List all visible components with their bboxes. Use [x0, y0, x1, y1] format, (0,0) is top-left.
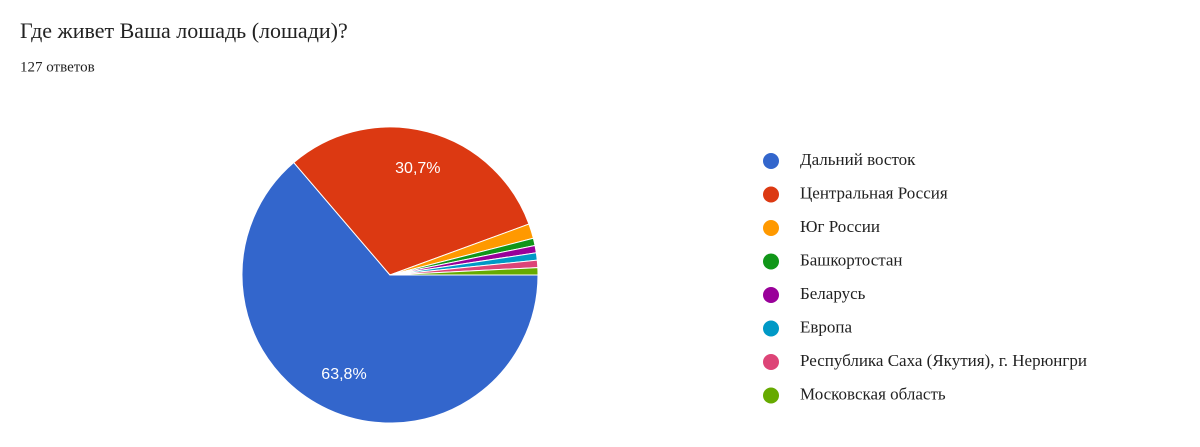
- legend-marker: [763, 320, 779, 337]
- legend-label: Башкортостан: [800, 250, 903, 269]
- legend-marker: [763, 153, 779, 169]
- legend-label: Юг России: [800, 217, 880, 236]
- pie-slice: [293, 126, 530, 276]
- legend-marker: [763, 220, 779, 236]
- legend-marker: [763, 387, 779, 404]
- legend-label: Московская область: [800, 384, 946, 403]
- legend-marker: [763, 354, 779, 370]
- chart-subtitle: 127 ответов: [20, 59, 95, 75]
- chart-title: Где живет Ваша лошадь (лошади)?: [20, 18, 348, 43]
- legend-label: Центральная Россия: [800, 183, 948, 202]
- legend-marker: [763, 287, 779, 303]
- pie-slice: [241, 161, 539, 424]
- legend-label: Дальний восток: [800, 150, 916, 169]
- pie-slice: [389, 267, 539, 276]
- legend-marker: [763, 253, 779, 270]
- legend-label: Беларусь: [800, 284, 866, 303]
- slice-label: 63,8%: [321, 366, 366, 383]
- slice-label: 30,7%: [395, 160, 440, 177]
- legend-label: Европа: [800, 317, 853, 336]
- legend-label: Республика Саха (Якутия), г. Нерюнгри: [800, 351, 1087, 370]
- legend-marker: [763, 186, 779, 203]
